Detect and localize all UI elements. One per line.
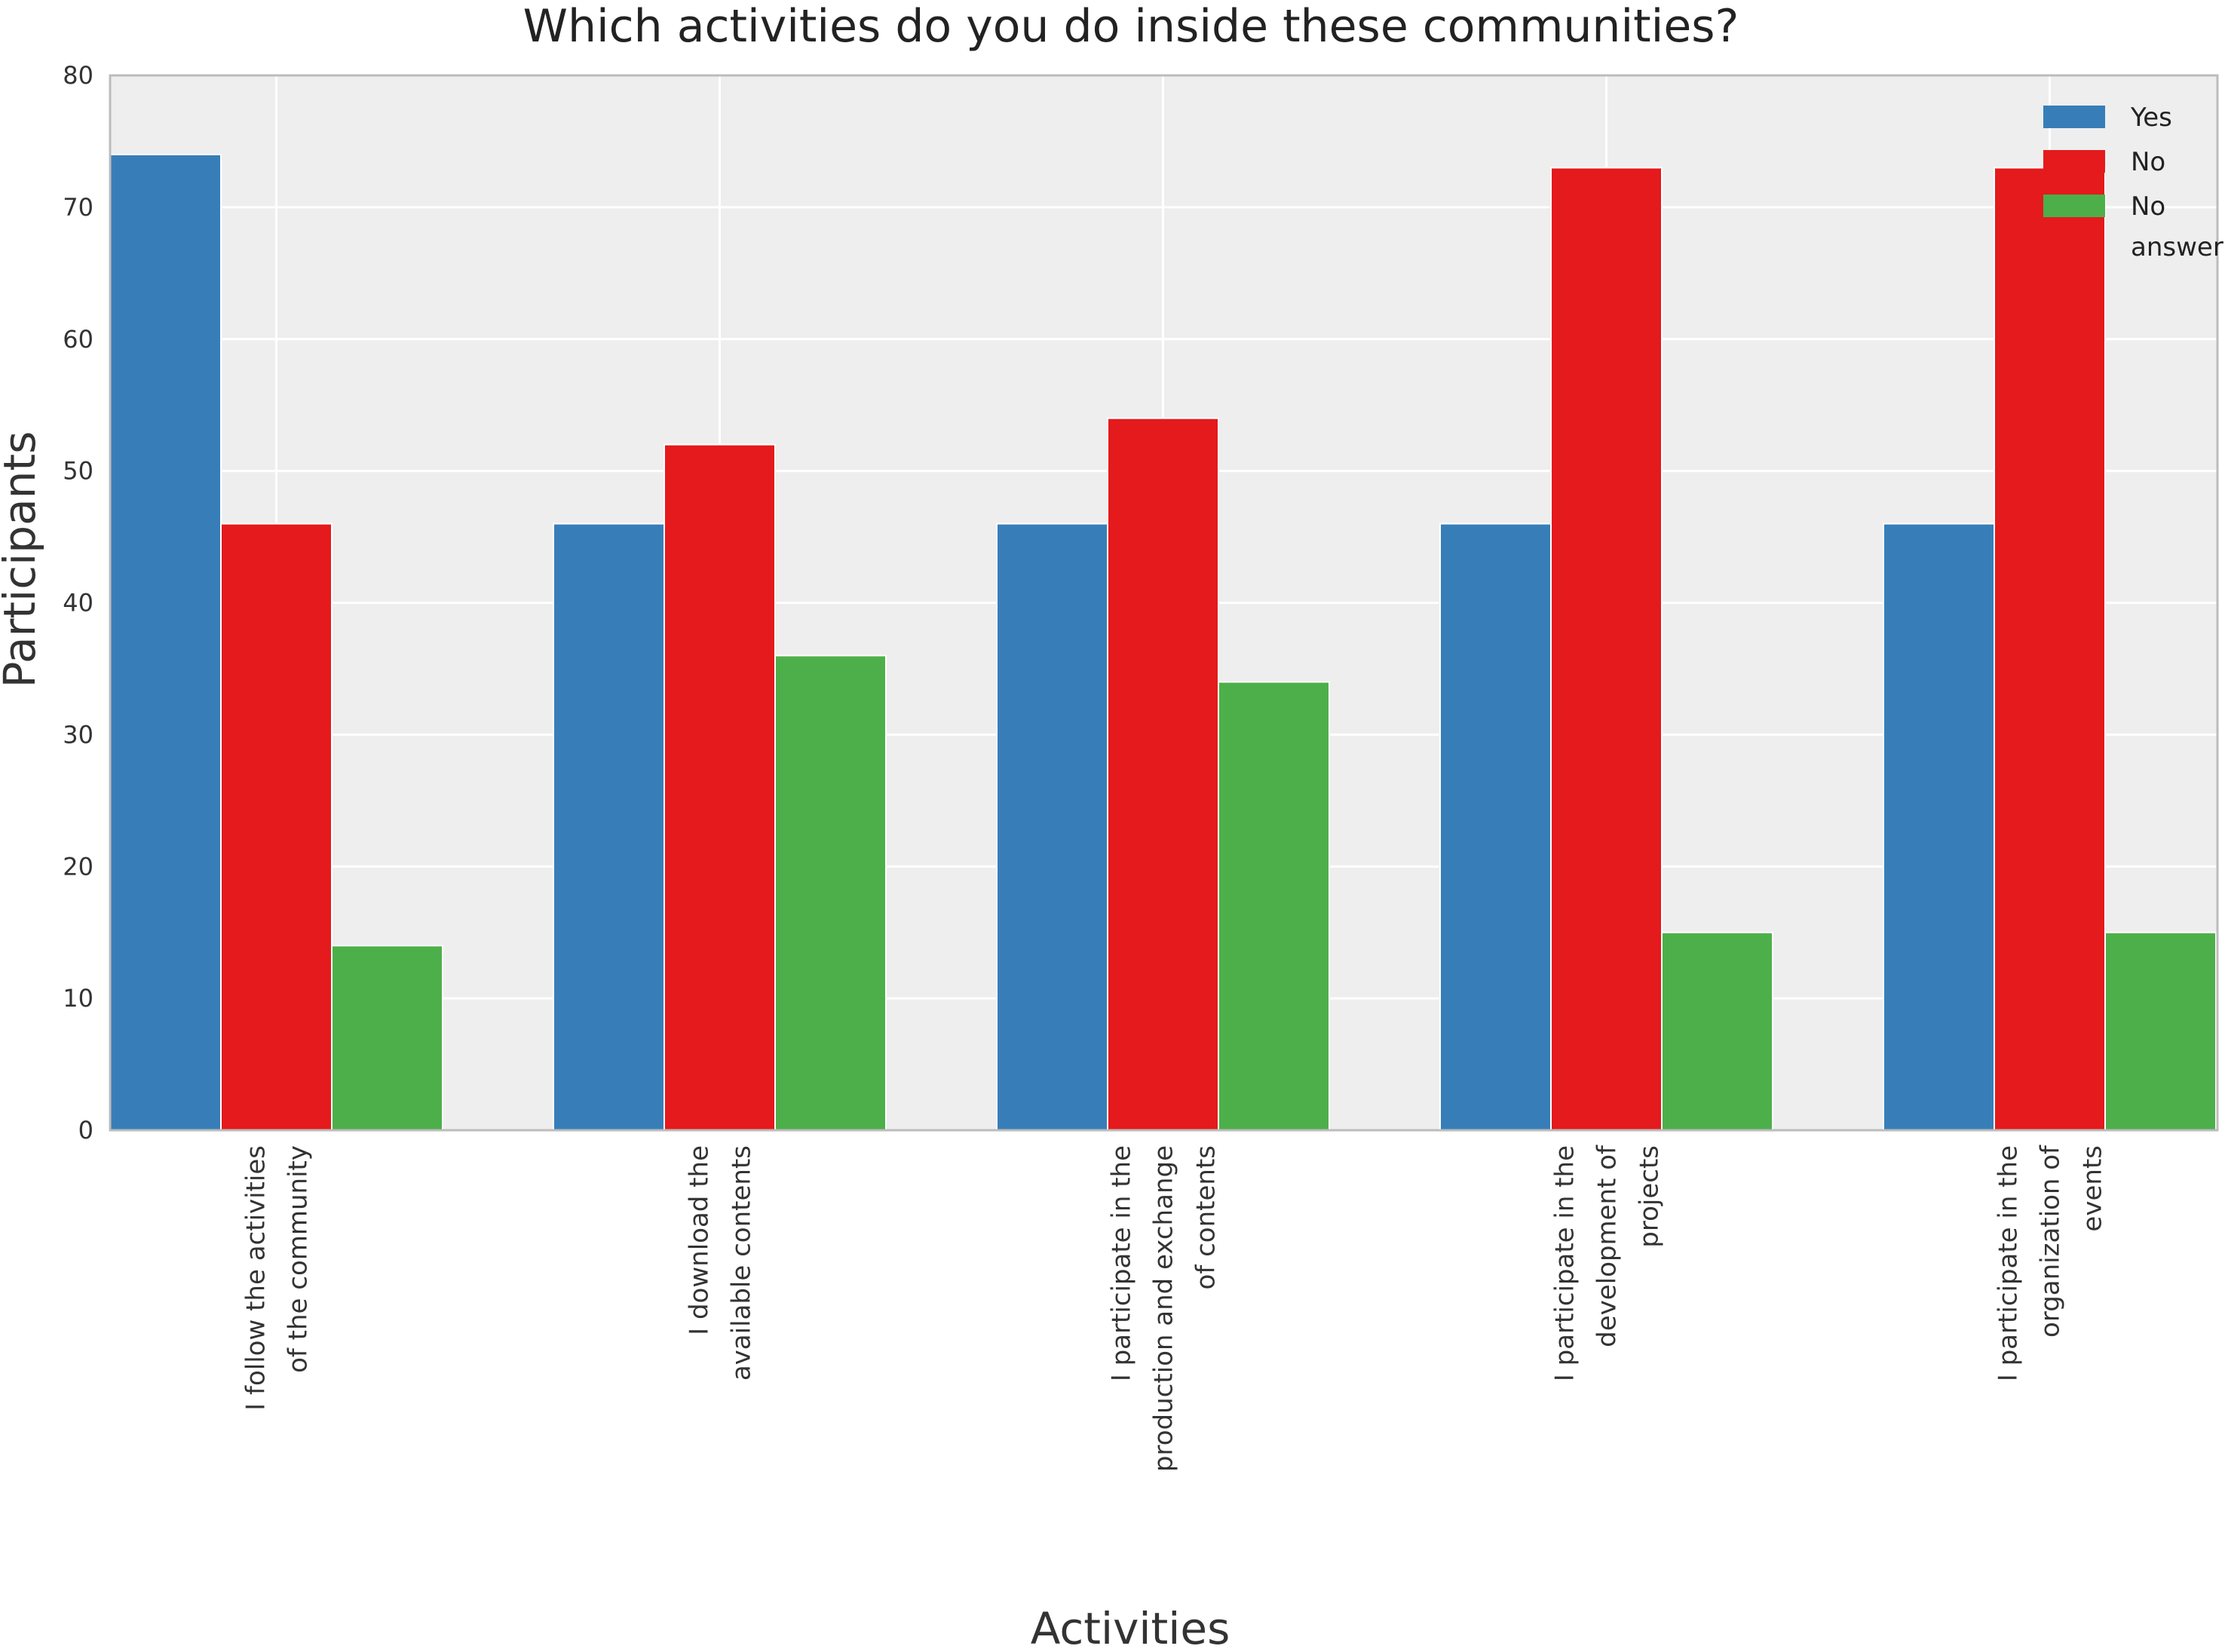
x-tick-label-line: I follow the activities <box>241 1145 271 1411</box>
legend-entry-no[interactable]: No <box>2043 147 2165 177</box>
legend-label: No <box>2131 192 2165 222</box>
legend-swatch <box>2043 195 2105 217</box>
x-tick-label-line: organization of <box>2036 1145 2066 1338</box>
y-tick-label: 70 <box>63 193 93 222</box>
x-tick-label-line: I download the <box>685 1145 715 1335</box>
x-axis-ticks: I follow the activities of the community I… <box>241 1145 2108 1472</box>
x-tick-label-4: I participate in the organization of event… <box>1994 1145 2108 1381</box>
x-tick-label-line: I participate in the <box>1107 1145 1137 1381</box>
bar-no-answer-1[interactable] <box>774 654 887 1131</box>
bar-yes-2[interactable] <box>996 523 1108 1131</box>
legend-swatch <box>2043 150 2105 173</box>
y-tick-label: 50 <box>63 457 93 486</box>
legend-entry-yes[interactable]: Yes <box>2043 103 2172 133</box>
x-tick-label-line: of the community <box>283 1145 314 1373</box>
x-tick-label-line: development of <box>1592 1145 1623 1347</box>
bar-no-answer-2[interactable] <box>1218 681 1330 1131</box>
y-tick-label: 0 <box>78 1116 93 1145</box>
bars <box>109 153 2217 1132</box>
y-tick-label: 30 <box>63 720 93 749</box>
legend-label: Yes <box>2130 103 2172 133</box>
y-axis-label: Participants <box>0 431 45 688</box>
y-tick-label: 20 <box>63 852 93 881</box>
bar-yes-0[interactable] <box>109 153 222 1131</box>
x-tick-label-line: events <box>2078 1145 2108 1232</box>
legend-swatch <box>2043 106 2105 128</box>
bar-no-2[interactable] <box>1107 417 1219 1131</box>
bar-yes-1[interactable] <box>553 523 665 1131</box>
legend-entry-no-answer[interactable]: No answer <box>2043 192 2223 262</box>
x-tick-label-line: of contents <box>1191 1145 1221 1289</box>
bar-no-4[interactable] <box>1994 167 2106 1132</box>
x-tick-label-line: I participate in the <box>1994 1145 2024 1381</box>
legend[interactable]: Yes No No answer <box>2043 103 2223 262</box>
chart-title: Which activities do you do inside these … <box>523 0 1739 53</box>
x-tick-label-line: available contents <box>727 1145 757 1381</box>
bar-no-answer-3[interactable] <box>1661 931 1773 1131</box>
bar-no-answer-4[interactable] <box>2104 931 2217 1131</box>
x-tick-label-line: projects <box>1635 1145 1665 1248</box>
bar-yes-3[interactable] <box>1439 523 1552 1131</box>
bar-no-3[interactable] <box>1550 167 1663 1132</box>
bar-no-1[interactable] <box>664 443 776 1131</box>
y-tick-label: 10 <box>63 984 93 1013</box>
bar-no-answer-0[interactable] <box>331 945 443 1132</box>
x-axis-label: Activities <box>1031 1603 1230 1649</box>
y-tick-label: 80 <box>63 61 93 90</box>
x-tick-label-line: production and exchange <box>1149 1145 1179 1472</box>
legend-label: answer <box>2131 232 2223 262</box>
bar-no-0[interactable] <box>220 523 333 1131</box>
x-tick-label-0: I follow the activities of the community <box>241 1145 314 1411</box>
x-tick-label-3: I participate in the development of projec… <box>1550 1145 1665 1381</box>
plot-frame <box>109 74 2219 1132</box>
x-tick-label-line: I participate in the <box>1550 1145 1580 1381</box>
legend-label: No <box>2131 147 2165 177</box>
y-axis-ticks: 0 10 20 30 40 50 60 70 80 <box>63 61 93 1145</box>
bar-yes-4[interactable] <box>1883 523 1995 1131</box>
x-tick-label-2: I participate in the production and excha… <box>1107 1145 1221 1472</box>
y-tick-label: 40 <box>63 589 93 618</box>
y-tick-label: 60 <box>63 325 93 354</box>
x-tick-label-1: I download the available contents <box>685 1145 757 1381</box>
